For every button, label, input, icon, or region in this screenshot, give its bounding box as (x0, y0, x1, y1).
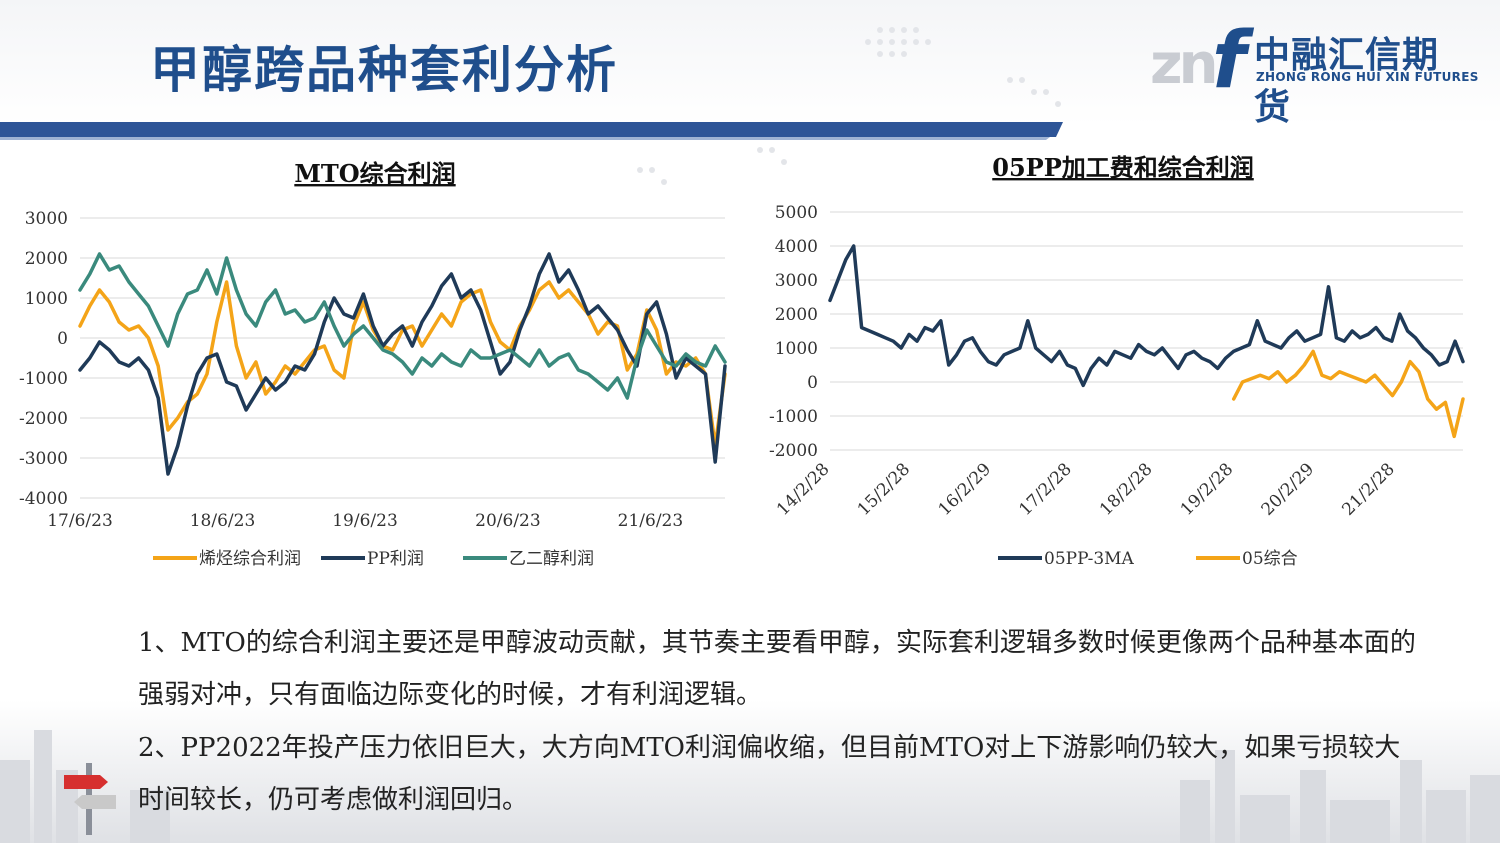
analysis-paragraph-2: 2、PP2022年投产压力依旧巨大，大方向MTO利润偏收缩，但目前MTO对上下游… (138, 733, 1401, 815)
y-tick-label: 2000 (25, 249, 68, 269)
x-tick-label: 21/2/28 (1338, 459, 1398, 519)
header-banner (0, 122, 1063, 137)
series-line-1 (828, 244, 1465, 388)
legend-label-2: PP利润 (367, 549, 424, 569)
y-tick-label: 1000 (25, 289, 68, 309)
company-logo: zn f 中融汇信期货 ZHONG RONG HUI XIN FUTURES (1150, 16, 1478, 128)
x-tick-label: 17/2/28 (1015, 459, 1075, 519)
x-tick-label: 15/2/28 (854, 459, 914, 519)
logo-chinese-name: 中融汇信期货 (1254, 35, 1440, 128)
y-tick-label: 3000 (775, 271, 818, 291)
y-tick-label: 5000 (775, 203, 818, 223)
y-tick-label: -1000 (769, 407, 818, 427)
world-map-dots (637, 27, 1061, 185)
chart-title: MTO综合利润 (294, 159, 455, 188)
x-tick-label: 19/2/28 (1177, 459, 1237, 519)
legend-label-2: 05综合 (1242, 549, 1298, 569)
y-tick-label: -2000 (19, 409, 68, 429)
y-tick-label: 0 (57, 329, 68, 349)
y-tick-label: -4000 (19, 489, 68, 509)
y-tick-label: -2000 (769, 441, 818, 461)
chart-title: 05PP加工费和综合利润 (992, 153, 1254, 182)
series-line-2 (78, 252, 727, 476)
y-tick-label: 2000 (775, 305, 818, 325)
x-tick-label: 19/6/23 (332, 511, 398, 531)
y-tick-label: 0 (807, 373, 818, 393)
legend-label-1: 烯烃综合利润 (199, 549, 301, 569)
x-tick-label: 17/6/23 (47, 511, 113, 531)
x-tick-label: 18/6/23 (190, 511, 256, 531)
city-skyline (0, 730, 1500, 843)
mto-profit-chart: MTO综合利润 3000 2000 1000 0 -1000 -2000 -3000 -4000… (19, 159, 727, 569)
pp-processing-fee-chart: 05PP加工费和综合利润 5000 4000 3000 2000 1000 0 -1000 -2… (769, 153, 1465, 569)
analysis-paragraph-1: 1、MTO的综合利润主要还是甲醇波动贡献，其节奏主要看甲醇，实际套利逻辑多数时候… (138, 628, 1416, 710)
y-tick-label: 1000 (775, 339, 818, 359)
x-tick-label: 20/2/29 (1258, 459, 1318, 519)
x-tick-label: 20/6/23 (475, 511, 541, 531)
legend-label-1: 05PP-3MA (1044, 549, 1135, 569)
series-line-3 (78, 252, 727, 400)
y-tick-label: 3000 (25, 209, 68, 229)
y-tick-label: 4000 (775, 237, 818, 257)
series-line-2 (1231, 349, 1465, 439)
signpost-icon (64, 763, 116, 835)
logo-f: f (1212, 16, 1246, 106)
y-tick-label: -3000 (19, 449, 68, 469)
x-tick-label: 16/2/29 (935, 459, 995, 519)
legend-label-3: 乙二醇利润 (509, 549, 594, 569)
logo-english-name: ZHONG RONG HUI XIN FUTURES (1256, 70, 1479, 84)
x-tick-label: 21/6/23 (618, 511, 684, 531)
logo-zn: zn (1150, 32, 1218, 97)
x-tick-label: 14/2/28 (773, 459, 833, 519)
x-tick-label: 18/2/28 (1096, 459, 1156, 519)
y-tick-label: -1000 (19, 369, 68, 389)
page-title: 甲醇跨品种套利分析 (150, 41, 618, 99)
